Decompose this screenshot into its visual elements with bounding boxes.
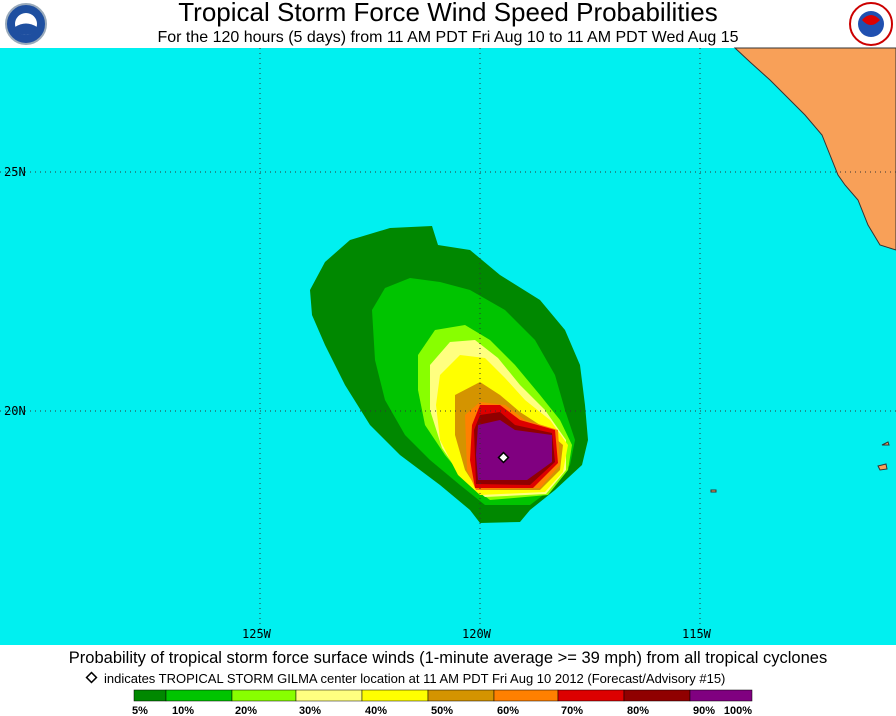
lon-label: 125W [242,627,272,641]
lat-label: 25N [4,165,26,179]
legend-label: 70% [561,705,583,716]
legend-swatch [427,689,495,702]
lat-label: 20N [4,404,26,418]
legend-label: 10% [172,705,194,716]
legend-swatch [295,689,363,702]
legend-label: 80% [627,705,649,716]
legend-swatch [557,689,625,702]
noaa-logo [5,3,47,45]
legend-label: 30% [299,705,321,716]
legend-swatch [231,689,297,702]
caption: Probability of tropical storm force surf… [69,649,827,667]
probability-contours [310,226,588,523]
islands [710,441,890,493]
legend-label: 5% [132,705,148,716]
legend-label: 60% [497,705,519,716]
lon-label: 115W [682,627,712,641]
legend-swatch [361,689,429,702]
legend-label: 50% [431,705,453,716]
legend-swatch [165,689,233,702]
legend: 5% 10% 20% 30% 40% 50% 60% 70% 80% 90% 100% [132,689,753,716]
legend-label: 40% [365,705,387,716]
nws-logo [849,2,893,46]
lon-label: 120W [462,627,492,641]
storm-center [497,451,510,464]
legend-label: 90% [693,705,715,716]
legend-label: 100% [724,705,752,716]
legend-label: 20% [235,705,257,716]
land [733,47,896,251]
note: indicates TROPICAL STORM GILMA center lo… [104,671,725,686]
legend-swatch [623,689,691,702]
legend-swatch [493,689,559,702]
title: Tropical Storm Force Wind Speed Probabil… [178,0,717,27]
legend-swatch [133,689,167,702]
legend-swatch [689,689,753,702]
diamond-symbol [85,671,98,684]
graticule [0,48,896,630]
subtitle: For the 120 hours (5 days) from 11 AM PD… [157,29,738,46]
